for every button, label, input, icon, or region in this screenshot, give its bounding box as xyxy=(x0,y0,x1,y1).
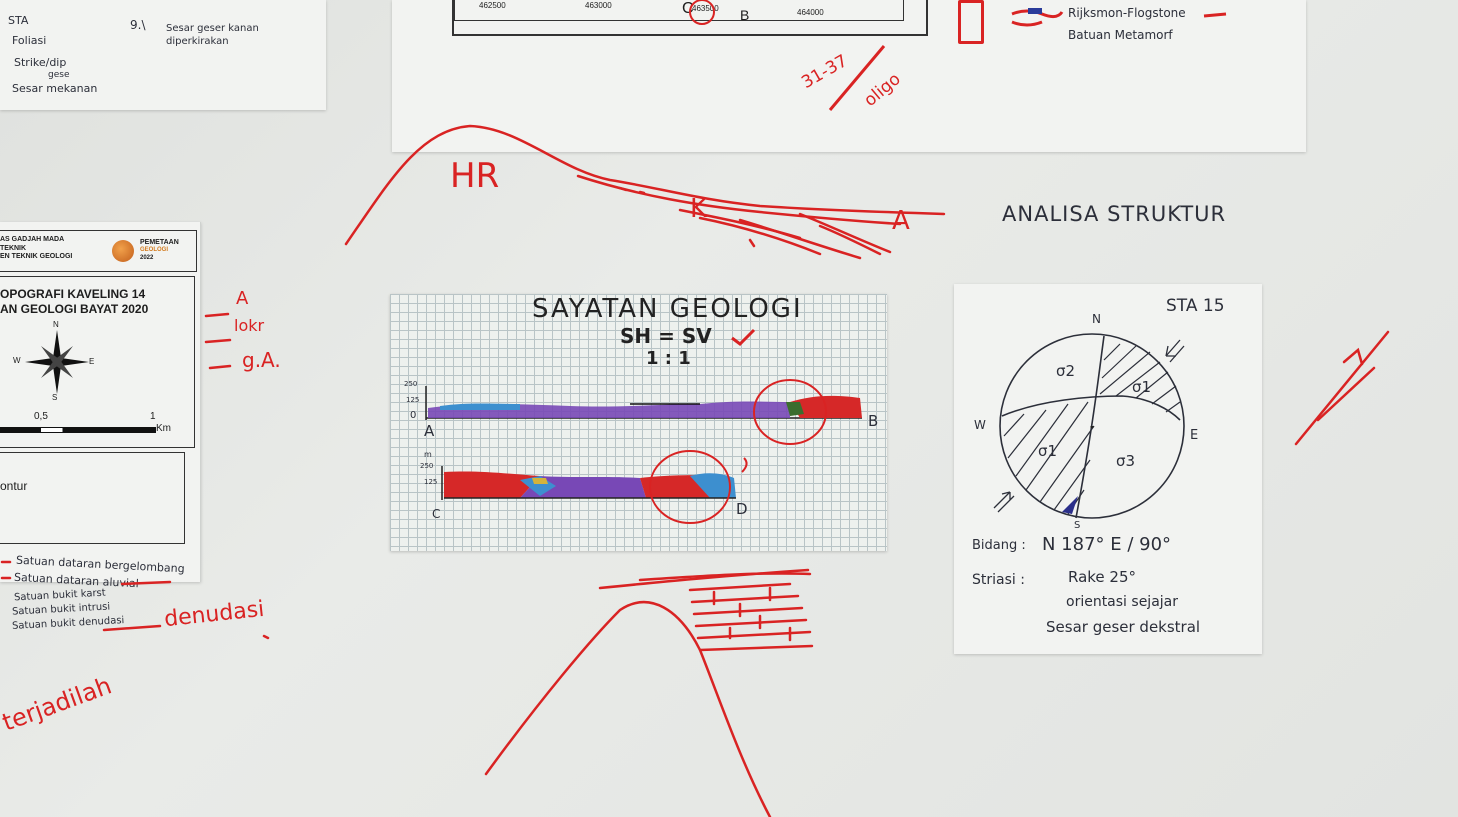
legend-foliasi: Foliasi xyxy=(12,34,47,47)
compass-rose-icon xyxy=(25,330,89,394)
scale-bar xyxy=(0,427,156,433)
note-hr: HR xyxy=(450,156,500,196)
bidang-value: N 187° E / 90° xyxy=(1042,534,1172,555)
striasi-line: orientasi sejajar xyxy=(1066,594,1178,610)
cross-section-scale: 1 : 1 xyxy=(646,348,691,369)
top-legend-red-box xyxy=(958,0,984,44)
profile-c-label: C xyxy=(432,507,441,521)
left-legend-sheet xyxy=(0,0,326,110)
compass-w: W xyxy=(13,356,21,365)
coord-label: 462500 xyxy=(479,1,506,10)
legend-symbol: 9.\ xyxy=(130,18,146,32)
kontur-label: ontur xyxy=(0,479,28,493)
legend-note-geser: gese xyxy=(48,70,70,80)
profile2-ytick: 250 xyxy=(420,462,434,470)
fault-symbol-icon xyxy=(1294,330,1390,446)
sigma-label: σ3 xyxy=(1116,452,1136,470)
striasi-line: Sesar geser dekstral xyxy=(1046,618,1201,636)
top-legend-symbols xyxy=(689,0,1227,27)
profile-ab xyxy=(425,386,862,420)
striasi-label: Striasi : xyxy=(972,572,1025,588)
institution-line-2: TEKNIK xyxy=(0,245,27,252)
map-title-box: OPOGRAFI KAVELING 14 AN GEOLOGI BAYAT 20… xyxy=(0,276,195,448)
section-letter-c: C xyxy=(682,0,694,17)
logo-line-1: PEMETAAN xyxy=(140,239,179,246)
profile1-ytick: 250 xyxy=(404,380,418,388)
scale-unit: Km xyxy=(156,423,171,434)
compass-e: E xyxy=(89,357,95,366)
profile-a-label: A xyxy=(424,422,435,440)
scale-one: 1 xyxy=(150,411,156,422)
stereonet-sheet xyxy=(954,284,1262,654)
logo-line-2: GEOLOGI xyxy=(140,247,169,253)
top-map-sheet xyxy=(392,0,1306,152)
institution-line-1: AS GADJAH MADA xyxy=(0,236,65,243)
coord-label: 463000 xyxy=(585,1,612,10)
stereonet-diagram xyxy=(993,333,1185,519)
note-k: K xyxy=(690,194,708,224)
profile2-ytick: 125 xyxy=(424,478,438,486)
legend-sesar: Sesar mekanan xyxy=(12,82,98,95)
stereo-west: W xyxy=(974,418,986,432)
red-bracket-mark xyxy=(741,457,748,473)
logo-line-3: 2022 xyxy=(140,255,154,261)
top-legend-line-2: Batuan Metamorf xyxy=(1068,28,1173,42)
analysis-title: ANALISA STRUKTUR xyxy=(1002,202,1227,226)
stereo-east: E xyxy=(1190,428,1199,443)
coord-label: 463500 xyxy=(692,4,719,13)
coord-label: 464000 xyxy=(797,8,824,17)
cross-section-sheet xyxy=(390,294,887,551)
note-left-mark: lokr xyxy=(234,316,265,335)
profile2-unit: m xyxy=(424,450,432,459)
sigma-label: σ1 xyxy=(1132,378,1152,396)
map-title-line-2: AN GEOLOGI BAYAT 2020 xyxy=(0,302,149,316)
cross-section-ratio: SH = SV xyxy=(620,324,712,348)
station-label: STA 15 xyxy=(1166,296,1225,316)
pemetaan-logo-icon xyxy=(112,240,134,262)
cross-section-title: SAYATAN GEOLOGI xyxy=(532,294,803,324)
note-left-mark: A xyxy=(236,288,249,309)
scale-half: 0,5 xyxy=(34,411,48,422)
kontur-box: ontur xyxy=(0,452,185,544)
legend-note-sesar-kanan: Sesar geser kanan diperkirakan xyxy=(166,23,259,47)
profile1-ytick: 125 xyxy=(406,396,420,404)
legend-sta: STA xyxy=(8,14,29,27)
highlight-circle-ab xyxy=(753,379,827,445)
compass-n: N xyxy=(53,320,59,329)
profile-cd xyxy=(441,466,736,500)
legend-strike-dip: Strike/dip xyxy=(14,56,67,69)
checkmark-icon xyxy=(731,328,756,346)
map-title-line-1: OPOGRAFI KAVELING 14 xyxy=(0,287,146,301)
profile1-ytick: 0 xyxy=(410,410,417,421)
institution-header: AS GADJAH MADA TEKNIK EN TEKNIK GEOLOGI … xyxy=(0,230,197,272)
top-map-inner-frame xyxy=(454,0,904,21)
dip-divider-line xyxy=(828,45,886,111)
compass-s: S xyxy=(52,393,58,402)
top-map-frame xyxy=(452,0,928,36)
left-map-sheet xyxy=(0,222,201,582)
note-left-mark: g.A. xyxy=(242,348,281,372)
striasi-line: Rake 25° xyxy=(1068,568,1137,586)
red-sketch-profile xyxy=(344,124,946,260)
stereo-south: S xyxy=(1074,520,1081,531)
top-legend-line-1: Rijksmon-Flogstone xyxy=(1068,6,1186,20)
institution-line-3: EN TEKNIK GEOLOGI xyxy=(0,253,73,260)
sigma-label: σ2 xyxy=(1056,362,1076,380)
left-red-dashes xyxy=(0,312,270,640)
sigma-label: σ1 xyxy=(1038,442,1058,460)
profile-b-label: B xyxy=(868,412,879,430)
stereo-north: N xyxy=(1092,312,1101,326)
section-letter-b: B xyxy=(740,7,750,23)
bidang-label: Bidang : xyxy=(972,538,1026,553)
profile-d-label: D xyxy=(736,500,748,518)
red-sketch-hill xyxy=(484,568,814,817)
highlight-circle-cd xyxy=(649,450,731,524)
